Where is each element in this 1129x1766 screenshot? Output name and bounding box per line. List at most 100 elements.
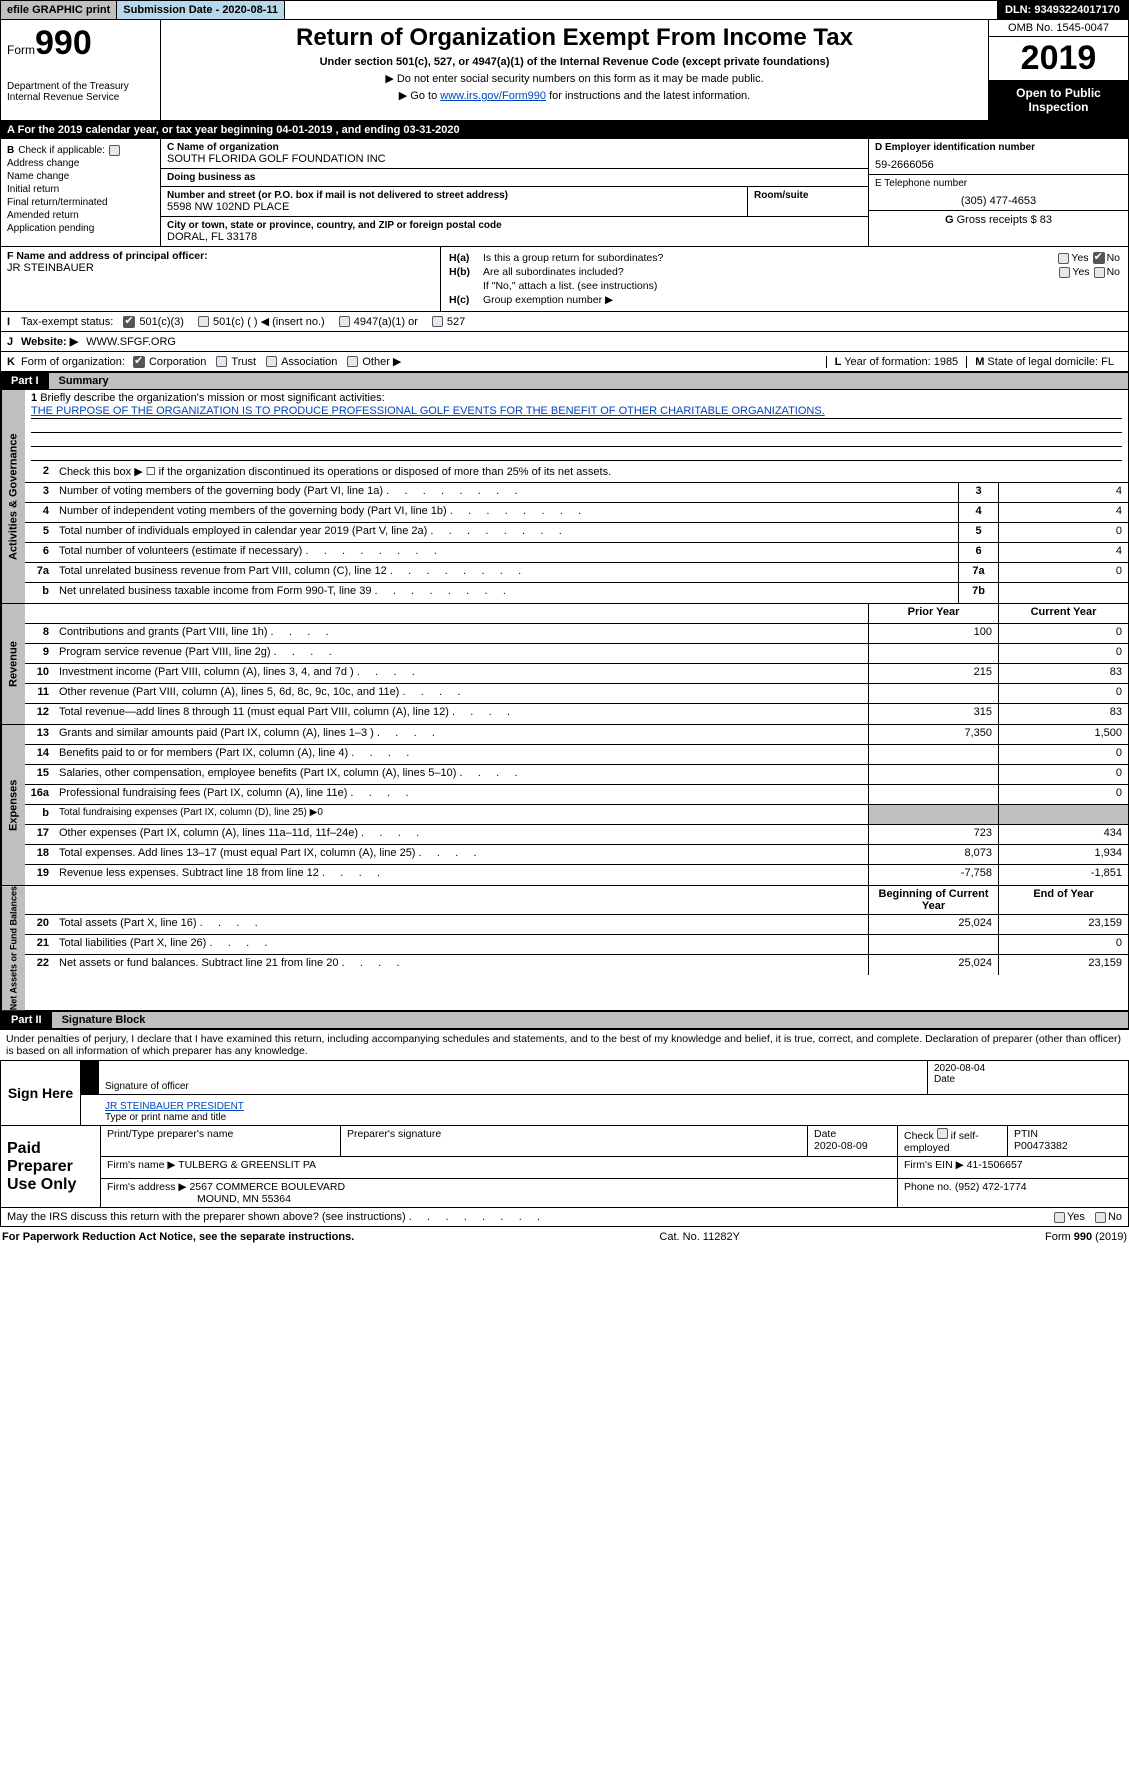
dept-treasury: Department of the Treasury xyxy=(7,81,154,92)
tax-year: 2019 xyxy=(989,37,1128,80)
goto-pre: ▶ Go to xyxy=(399,90,440,102)
row-label: Contributions and grants (Part VIII, lin… xyxy=(55,624,868,643)
gov-row: 7aTotal unrelated business revenue from … xyxy=(25,563,1128,583)
ha-no-checkbox[interactable] xyxy=(1093,252,1105,264)
row-box: 7a xyxy=(958,563,998,582)
hb-yes-checkbox[interactable] xyxy=(1059,267,1070,278)
row-label: Total expenses. Add lines 13–17 (must eq… xyxy=(55,845,868,864)
row-box: 4 xyxy=(958,503,998,522)
row-num: b xyxy=(25,583,55,603)
i-527-checkbox[interactable] xyxy=(432,316,443,327)
ha-yes-checkbox[interactable] xyxy=(1058,253,1069,264)
phone-value: (305) 477-4653 xyxy=(875,195,1122,207)
j-label: Website: ▶ xyxy=(21,335,78,348)
current-year-header: Current Year xyxy=(998,604,1128,623)
data-row: 14Benefits paid to or for members (Part … xyxy=(25,745,1128,765)
ssn-warning: ▶ Do not enter social security numbers o… xyxy=(169,72,980,85)
discuss-no-checkbox[interactable] xyxy=(1095,1212,1106,1223)
discuss-yes-checkbox[interactable] xyxy=(1054,1212,1065,1223)
ha-label: H(a) xyxy=(449,252,483,264)
gov-row: 4Number of independent voting members of… xyxy=(25,503,1128,523)
ptin-value: P00473382 xyxy=(1014,1140,1122,1152)
k-trust-checkbox[interactable] xyxy=(216,356,227,367)
row-label: Total fundraising expenses (Part IX, col… xyxy=(55,805,868,824)
mission-text[interactable]: THE PURPOSE OF THE ORGANIZATION IS TO PR… xyxy=(31,405,825,417)
hb-no-checkbox[interactable] xyxy=(1094,267,1105,278)
g-text: Gross receipts $ xyxy=(957,214,1037,226)
row-klm: K Form of organization: Corporation Trus… xyxy=(0,352,1129,372)
phone-label: E Telephone number xyxy=(875,178,1122,189)
col-d: D Employer identification number 59-2666… xyxy=(868,139,1128,246)
form-subtitle: Under section 501(c), 527, or 4947(a)(1)… xyxy=(169,56,980,68)
i-501c3-checkbox[interactable] xyxy=(123,316,135,328)
row-label: Total assets (Part X, line 16) xyxy=(55,915,868,934)
k-assoc-checkbox[interactable] xyxy=(266,356,277,367)
row-num: 17 xyxy=(25,825,55,844)
part2-title: Signature Block xyxy=(52,1012,1128,1028)
row-box: 5 xyxy=(958,523,998,542)
firm-name-label: Firm's name ▶ xyxy=(107,1159,175,1171)
k-corp-checkbox[interactable] xyxy=(133,356,145,368)
yes-label-2: Yes xyxy=(1072,266,1089,278)
sidelabel-revenue: Revenue xyxy=(1,604,25,724)
gov-row: bNet unrelated business taxable income f… xyxy=(25,583,1128,603)
header-right-block: OMB No. 1545-0047 2019 Open to Public In… xyxy=(988,20,1128,120)
ein-label: D Employer identification number xyxy=(875,142,1122,153)
current-value: 0 xyxy=(998,765,1128,784)
efile-button[interactable]: efile GRAPHIC print xyxy=(1,1,117,19)
row-num: 16a xyxy=(25,785,55,804)
discuss-yes: Yes xyxy=(1067,1211,1085,1223)
data-row: 12Total revenue—add lines 8 through 11 (… xyxy=(25,704,1128,724)
prior-value: 100 xyxy=(868,624,998,643)
current-value: -1,851 xyxy=(998,865,1128,885)
header-title-block: Return of Organization Exempt From Incom… xyxy=(161,20,988,120)
row-num: 3 xyxy=(25,483,55,502)
officer-label: F Name and address of principal officer: xyxy=(7,250,434,262)
row-label: Net unrelated business taxable income fr… xyxy=(55,583,958,603)
prior-value xyxy=(868,745,998,764)
row-num: 12 xyxy=(25,704,55,724)
sidelabel-governance: Activities & Governance xyxy=(1,390,25,603)
discuss-row: May the IRS discuss this return with the… xyxy=(0,1208,1129,1227)
end-year-header: End of Year xyxy=(998,886,1128,914)
row-label: Total liabilities (Part X, line 26) xyxy=(55,935,868,954)
prep-sig-label: Preparer's signature xyxy=(341,1126,808,1156)
i-4947-checkbox[interactable] xyxy=(339,316,350,327)
k-other: Other ▶ xyxy=(362,355,401,368)
prior-value xyxy=(868,935,998,954)
row-label: Total unrelated business revenue from Pa… xyxy=(55,563,958,582)
row-label: Other revenue (Part VIII, column (A), li… xyxy=(55,684,868,703)
data-row: 8Contributions and grants (Part VIII, li… xyxy=(25,624,1128,644)
k-other-checkbox[interactable] xyxy=(347,356,358,367)
row-num: 2 xyxy=(25,463,55,482)
begin-year-header: Beginning of Current Year xyxy=(868,886,998,914)
l-lead: L xyxy=(835,356,842,368)
row-value: 4 xyxy=(998,483,1128,502)
current-value: 83 xyxy=(998,704,1128,724)
paid-preparer-block: Paid Preparer Use Only Print/Type prepar… xyxy=(0,1126,1129,1208)
signature-declaration: Under penalties of perjury, I declare th… xyxy=(0,1029,1129,1060)
no-label-2: No xyxy=(1107,266,1120,278)
row-num: 11 xyxy=(25,684,55,703)
data-row: 9Program service revenue (Part VIII, lin… xyxy=(25,644,1128,664)
i-501c-checkbox[interactable] xyxy=(198,316,209,327)
row-num: 19 xyxy=(25,865,55,885)
g-value: 83 xyxy=(1040,214,1052,226)
self-employed-checkbox[interactable] xyxy=(937,1128,948,1139)
prep-date: 2020-08-09 xyxy=(814,1140,891,1152)
part1-header: Part I Summary xyxy=(0,372,1129,390)
firm-addr1: 2567 COMMERCE BOULEVARD xyxy=(189,1181,345,1193)
dba-label: Doing business as xyxy=(167,172,862,183)
hc-text: Group exemption number ▶ xyxy=(483,294,1120,306)
firm-ein: 41-1506657 xyxy=(967,1159,1023,1171)
summary-netassets: Net Assets or Fund Balances Beginning of… xyxy=(0,886,1129,1011)
row-label: Other expenses (Part IX, column (A), lin… xyxy=(55,825,868,844)
i-opt-501c3: 501(c)(3) xyxy=(139,316,184,328)
discuss-no: No xyxy=(1108,1211,1122,1223)
checkbox-icon[interactable] xyxy=(109,145,120,156)
officer-typed-name[interactable]: JR STEINBAUER PRESIDENT xyxy=(105,1101,1122,1112)
street-value: 5598 NW 102ND PLACE xyxy=(167,201,741,213)
instructions-link[interactable]: www.irs.gov/Form990 xyxy=(440,90,546,102)
col-f: F Name and address of principal officer:… xyxy=(1,247,441,311)
current-value: 0 xyxy=(998,935,1128,954)
